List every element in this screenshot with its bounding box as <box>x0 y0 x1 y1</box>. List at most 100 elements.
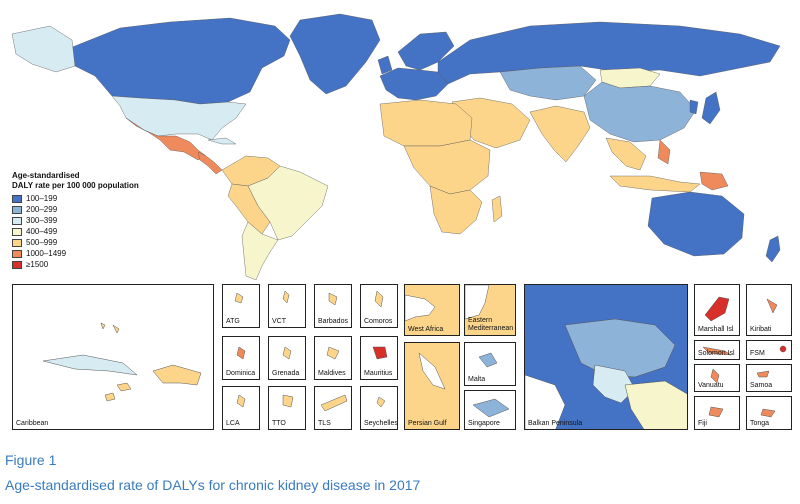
inset-west-africa: West Africa <box>404 284 460 336</box>
cuba <box>207 137 237 145</box>
inset-label: Balkan Peninsula <box>528 420 583 427</box>
central-africa <box>403 139 491 195</box>
inset-balkan: Balkan Peninsula <box>524 284 688 430</box>
usa <box>111 95 247 141</box>
inset-label: Tonga <box>750 420 770 427</box>
inset-fsm: FSM <box>746 340 792 360</box>
uk <box>377 55 393 75</box>
inset-label: Barbados <box>318 318 348 325</box>
inset-label: Comoros <box>364 318 393 325</box>
legend-swatch <box>12 249 22 258</box>
western-europe <box>379 67 449 101</box>
legend-swatch <box>12 260 22 269</box>
inset-label: Grenada <box>272 370 300 377</box>
russia <box>437 21 781 85</box>
inset-label: TLS <box>318 420 331 427</box>
legend-swatch <box>12 194 22 203</box>
inset-fiji: Fiji <box>694 396 740 430</box>
legend-title-line1: Age-standardised <box>12 171 80 180</box>
legend-label: 300–399 <box>26 216 58 225</box>
inset-mauritius: Mauritius <box>360 336 398 380</box>
central-america <box>197 151 223 175</box>
inset-label: Marshall Isl <box>698 326 734 333</box>
inset-label: Malta <box>468 376 486 383</box>
indonesia <box>609 175 701 193</box>
inset-singapore: Singapore <box>464 390 516 430</box>
inset-label: Maldives <box>318 370 346 377</box>
legend-label: 100–199 <box>26 194 58 203</box>
inset-label: VCT <box>272 318 286 325</box>
inset-label: FSM <box>750 350 765 357</box>
inset-label: Mauritius <box>364 370 393 377</box>
inset-label: ATG <box>226 318 240 325</box>
kazakhstan <box>499 65 597 101</box>
legend-swatch <box>12 205 22 214</box>
inset-vct: VCT <box>268 284 306 328</box>
inset-label: LCA <box>226 420 240 427</box>
figure-label: Figure 1 <box>5 452 57 468</box>
papua <box>699 171 729 191</box>
legend-label: 1000–1499 <box>26 249 67 258</box>
greenland <box>289 13 381 95</box>
inset-label: Eastern Mediterranean <box>468 317 514 332</box>
inset-label: Solomon Isl <box>698 350 735 357</box>
korea <box>689 99 699 115</box>
inset-tto: TTO <box>268 386 306 430</box>
legend-item: 100–199 <box>12 193 139 204</box>
inset-barbados: Barbados <box>314 284 352 328</box>
inset-persian-gulf: Persian Gulf <box>404 342 460 430</box>
japan <box>701 91 721 125</box>
inset-tonga: Tonga <box>746 396 792 430</box>
argentina-chile <box>241 221 279 281</box>
inset-label: Dominica <box>226 370 256 377</box>
inset-label: Kiribati <box>750 326 772 333</box>
legend-item: 500–999 <box>12 237 139 248</box>
legend-item: ≥1500 <box>12 259 139 270</box>
north-africa <box>379 99 473 147</box>
inset-samoa: Samoa <box>746 364 792 392</box>
inset-solomon: Solomon Isl <box>694 340 740 360</box>
inset-malta: Malta <box>464 342 516 386</box>
legend-swatch <box>12 238 22 247</box>
inset-label: Samoa <box>750 382 773 389</box>
new-zealand <box>765 235 781 263</box>
inset-kiribati: Kiribati <box>746 284 792 336</box>
legend: Age-standardised DALY rate per 100 000 p… <box>12 171 139 270</box>
inset-label: TTO <box>272 420 286 427</box>
inset-caribbean: Caribbean <box>12 284 214 430</box>
legend-swatch <box>12 216 22 225</box>
inset-lca: LCA <box>222 386 260 430</box>
legend-label: 500–999 <box>26 238 58 247</box>
legend-swatch <box>12 227 22 236</box>
legend-title-line2: DALY rate per 100 000 population <box>12 181 139 190</box>
inset-eastern-med: Eastern Mediterranean <box>464 284 516 336</box>
inset-grenada: Grenada <box>268 336 306 380</box>
inset-marshall: Marshall Isl <box>694 284 740 336</box>
legend-item: 300–399 <box>12 215 139 226</box>
philippines <box>657 139 671 165</box>
legend-item: 200–299 <box>12 204 139 215</box>
inset-label: Caribbean <box>16 420 49 427</box>
legend-label: 200–299 <box>26 205 58 214</box>
se-asia <box>605 137 647 171</box>
alaska <box>11 25 76 73</box>
china <box>583 81 697 143</box>
scandinavia <box>397 31 455 71</box>
inset-label: Persian Gulf <box>408 420 447 427</box>
inset-maldives: Maldives <box>314 336 352 380</box>
inset-atg: ATG <box>222 284 260 328</box>
inset-seychelles: Seychelles <box>360 386 398 430</box>
legend-item: 1000–1499 <box>12 248 139 259</box>
inset-comoros: Comoros <box>360 284 398 328</box>
inset-label: Singapore <box>468 420 500 427</box>
australia <box>647 191 745 257</box>
inset-label: Seychelles <box>364 420 398 427</box>
inset-label: Fiji <box>698 420 707 427</box>
legend-item: 400–499 <box>12 226 139 237</box>
legend-label: 400–499 <box>26 227 58 236</box>
inset-tls: TLS <box>314 386 352 430</box>
inset-dominica: Dominica <box>222 336 260 380</box>
madagascar <box>491 195 503 223</box>
inset-vanuatu: Vanuatu <box>694 364 740 392</box>
inset-label: Vanuatu <box>698 382 724 389</box>
